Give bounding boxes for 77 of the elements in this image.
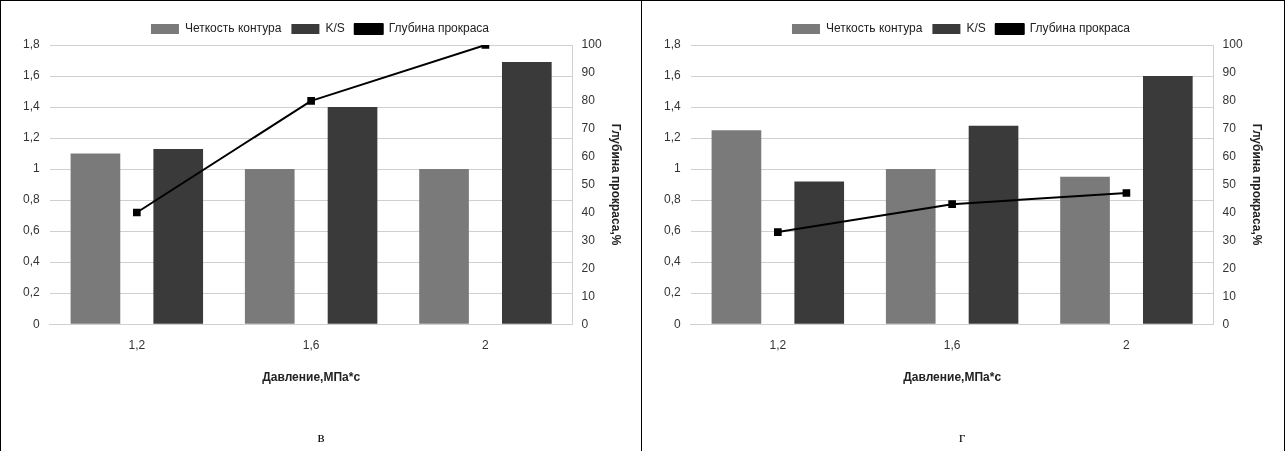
x-axis-title: Давление,МПа*с: [903, 370, 1002, 385]
bar: [885, 169, 936, 324]
x-tick-label: 1,6: [302, 337, 320, 352]
bar: [419, 169, 469, 324]
y2-tick-label: 90: [581, 65, 596, 80]
y2-tick-label: 100: [581, 37, 602, 52]
y2-tick-label: 60: [1222, 148, 1237, 163]
bar: [244, 169, 295, 324]
y2-tick-label: 70: [1222, 121, 1237, 136]
y-tick-label: 1,4: [22, 99, 40, 114]
y-tick-label: 1,4: [663, 99, 681, 114]
point: [307, 97, 315, 105]
x-tick-label: 1,2: [769, 337, 787, 352]
y2-tick-label: 20: [581, 260, 596, 275]
y-tick-label: 0,8: [22, 192, 40, 207]
y2-tick-label: 30: [1222, 232, 1237, 247]
text: г: [957, 429, 967, 446]
y2-tick-label: 40: [1222, 204, 1237, 219]
y2-tick-label: 0: [1222, 316, 1230, 331]
y2-tick-label: 50: [1222, 176, 1237, 191]
y2-tick-label: 100: [1222, 37, 1243, 52]
bar: [327, 107, 378, 324]
y-tick-label: 0,2: [22, 285, 40, 300]
bar: [70, 153, 121, 324]
bar: [1142, 76, 1193, 324]
y-tick-label: 1,2: [663, 130, 681, 145]
y2-tick-label: 10: [1222, 288, 1237, 303]
y-tick-label: 0: [32, 316, 40, 331]
y-tick-label: 0,6: [22, 223, 40, 238]
point: [133, 208, 141, 217]
text: в: [316, 429, 326, 446]
y2-tick-label: 10: [581, 288, 596, 303]
x-tick-label: 1,2: [128, 337, 146, 352]
y-tick-label: 0,2: [663, 285, 681, 300]
y-tick-label: 1,8: [663, 37, 681, 52]
y-tick-label: 1,2: [22, 130, 40, 145]
legend-label: K/S: [325, 21, 345, 36]
y2-tick-label: 0: [581, 316, 589, 331]
point: [948, 200, 956, 208]
y-tick-label: 1,6: [22, 68, 40, 83]
y2-tick-label: 40: [581, 204, 596, 219]
y2-tick-label: 30: [581, 232, 596, 247]
x-tick-label: 2: [482, 337, 490, 352]
bar: [794, 181, 845, 324]
y2-axis-title: Глубина прокраса,%: [609, 123, 624, 246]
y2-tick-label: 90: [1222, 65, 1237, 80]
y-tick-label: 0,6: [663, 223, 681, 238]
y2-tick-label: 50: [581, 176, 596, 191]
legend-label: Глубина прокраса: [388, 21, 490, 36]
legend-label: K/S: [966, 21, 986, 36]
bar: [153, 148, 204, 324]
legend-label: Глубина прокраса: [1029, 21, 1131, 36]
bar: [711, 130, 762, 324]
x-tick-label: 2: [1123, 337, 1131, 352]
y2-tick-label: 80: [581, 93, 596, 108]
y-tick-label: 0,8: [663, 192, 681, 207]
bar: [1060, 176, 1110, 324]
point: [1122, 189, 1131, 197]
y2-tick-label: 70: [581, 121, 596, 136]
legend-label: Четкость контура: [825, 21, 923, 36]
y-tick-label: 1: [673, 161, 681, 176]
y-tick-label: 1,8: [22, 37, 40, 52]
x-tick-label: 1,6: [943, 337, 961, 352]
y2-tick-label: 60: [581, 148, 596, 163]
legend-label: Четкость контура: [184, 21, 282, 36]
y-tick-label: 0,4: [663, 254, 681, 269]
bar: [968, 125, 1019, 324]
y2-tick-label: 80: [1222, 93, 1237, 108]
y-tick-label: 1,6: [663, 68, 681, 83]
y-tick-label: 0,4: [22, 254, 40, 269]
bar: [501, 62, 552, 324]
y-tick-label: 0: [673, 316, 681, 331]
y-tick-label: 1: [32, 161, 40, 176]
y2-tick-label: 20: [1222, 260, 1237, 275]
y2-axis-title: Глубина прокраса,%: [1250, 123, 1265, 246]
point: [774, 228, 782, 236]
x-axis-title: Давление,МПа*с: [262, 370, 361, 385]
